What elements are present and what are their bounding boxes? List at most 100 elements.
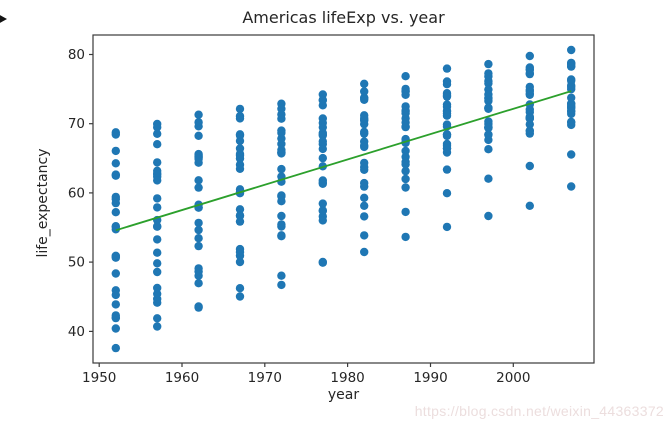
data-point (401, 146, 410, 156)
data-point (442, 131, 452, 141)
data-point (484, 174, 493, 183)
data-point (111, 208, 121, 217)
data-point (442, 144, 452, 153)
data-point (194, 118, 203, 127)
data-point (401, 72, 410, 81)
data-point (153, 166, 162, 175)
trend-line (115, 90, 572, 232)
y-axis-label: life_expectancy (35, 148, 51, 258)
data-point (525, 114, 534, 123)
data-point (525, 51, 534, 61)
data-point (484, 90, 493, 99)
data-point (360, 129, 369, 138)
data-point (235, 104, 245, 114)
data-point (153, 283, 162, 293)
data-point (194, 279, 203, 288)
data-point (153, 289, 162, 298)
data-point (153, 129, 162, 138)
data-point (194, 154, 203, 164)
x-tick-label: 1960 (165, 370, 199, 386)
data-point (277, 280, 286, 290)
data-point (111, 170, 121, 179)
data-point (194, 218, 203, 228)
data-point (567, 75, 576, 84)
data-point (235, 130, 245, 139)
data-point (194, 302, 203, 311)
data-point (401, 232, 410, 242)
data-point (235, 114, 245, 123)
data-point (153, 194, 162, 203)
data-point (235, 164, 245, 173)
data-point (442, 222, 452, 232)
data-point (153, 123, 162, 132)
data-point (153, 235, 162, 244)
y-tick-label: 60 (68, 185, 85, 201)
data-point (442, 100, 452, 109)
data-point (111, 269, 121, 278)
data-point (235, 247, 245, 257)
data-point (442, 92, 452, 101)
watermark-url-text: https://blog.csdn.net/weixin_44363372 (414, 403, 664, 419)
data-point (153, 176, 162, 185)
data-point (567, 150, 576, 159)
data-point (111, 146, 121, 156)
data-point (567, 93, 576, 102)
data-point (153, 140, 162, 149)
data-point (360, 201, 369, 210)
data-point (484, 145, 493, 154)
data-point (111, 194, 121, 204)
data-point (153, 259, 162, 268)
data-point (111, 324, 121, 333)
data-point (442, 77, 452, 86)
x-tick-label: 1990 (413, 370, 447, 386)
data-point (235, 292, 245, 301)
data-point (318, 96, 327, 105)
data-point (235, 151, 245, 160)
data-point (277, 271, 286, 280)
data-point (153, 203, 162, 212)
y-tick-label: 80 (68, 47, 85, 63)
data-point (153, 322, 162, 331)
data-point (401, 166, 410, 176)
data-point (235, 205, 245, 214)
data-point (442, 64, 452, 73)
data-point (525, 161, 534, 171)
data-point (318, 258, 327, 267)
data-point (401, 84, 410, 94)
data-point (401, 106, 410, 115)
data-point (442, 120, 452, 129)
data-point (567, 109, 576, 119)
data-point (111, 252, 121, 261)
data-point (567, 81, 576, 90)
data-point (525, 126, 534, 135)
data-point (360, 193, 369, 202)
data-point (111, 290, 121, 300)
data-point (360, 158, 369, 168)
data-point (235, 136, 245, 146)
data-point (277, 128, 286, 138)
data-point (153, 314, 162, 323)
data-point (360, 141, 369, 150)
data-point (318, 131, 327, 140)
data-point (194, 110, 203, 119)
data-point (153, 267, 162, 277)
x-tick-label: 1970 (248, 370, 282, 386)
data-point (360, 212, 369, 221)
data-point (277, 197, 286, 206)
data-point (401, 183, 410, 192)
data-point (153, 158, 162, 167)
x-tick-label: 1980 (330, 370, 364, 386)
data-point (277, 211, 286, 221)
y-tick-label: 70 (68, 116, 85, 132)
data-point (194, 176, 203, 185)
data-point (277, 164, 286, 174)
data-point (111, 311, 121, 320)
data-point (360, 87, 369, 96)
data-point (318, 137, 327, 146)
data-point (277, 231, 286, 240)
data-point (484, 72, 493, 81)
data-point (111, 300, 121, 309)
